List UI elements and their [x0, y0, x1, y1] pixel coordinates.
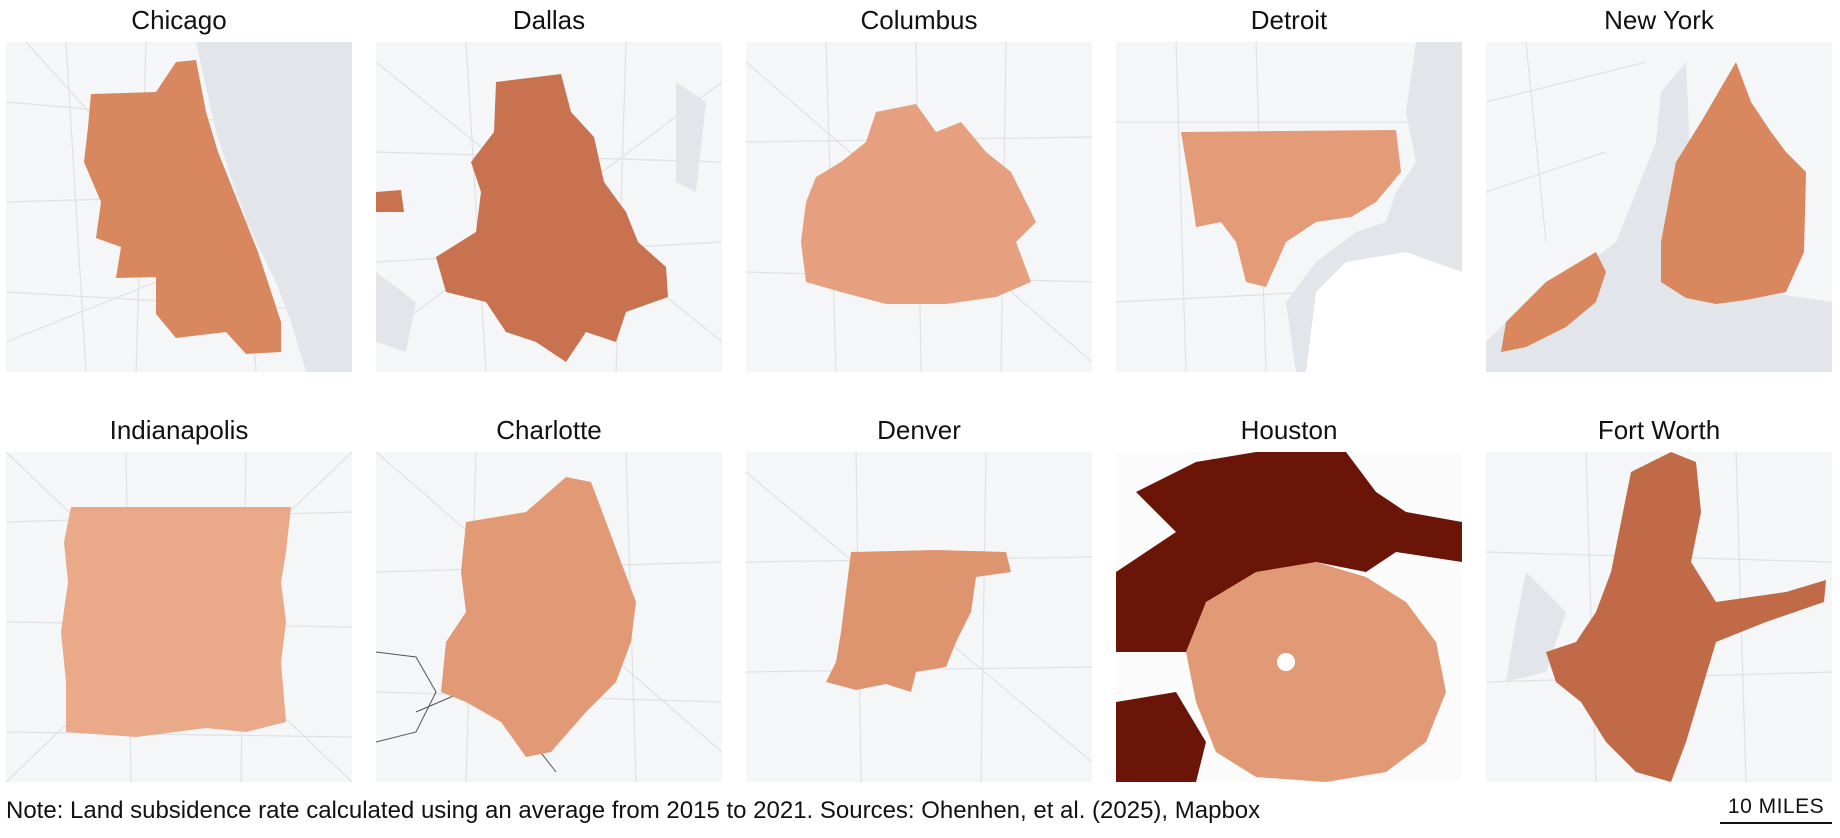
- lake-michigan: [196, 42, 352, 372]
- subsidence-area: [1186, 562, 1446, 782]
- map-graphic: [6, 42, 352, 372]
- map-graphic: [746, 42, 1092, 372]
- subsidence-area: [1661, 62, 1806, 304]
- footnote: Note: Land subsidence rate calculated us…: [6, 797, 1261, 824]
- map-graphic: [1486, 452, 1832, 782]
- city-map: [1116, 42, 1462, 372]
- city-title: Fort Worth: [1597, 415, 1721, 445]
- scale-label: 10 MILES: [1727, 795, 1825, 818]
- city-title: Indianapolis: [109, 415, 249, 445]
- map-graphic: [1116, 42, 1462, 372]
- map-graphic: [376, 452, 722, 782]
- subsidence-area: [61, 507, 291, 737]
- map-graphic: [1486, 42, 1832, 372]
- city-title: New York: [1604, 5, 1714, 35]
- city-title: Denver: [877, 415, 961, 445]
- subsidence-area: [801, 104, 1036, 304]
- scale-line: [1720, 822, 1832, 824]
- subsidence-area: [1546, 452, 1826, 782]
- city-title: Charlotte: [496, 415, 602, 445]
- city-map: [746, 452, 1092, 782]
- city-map: [1486, 452, 1832, 782]
- city-title: Chicago: [131, 5, 227, 35]
- map-graphic: [6, 452, 352, 782]
- scale-bar: 10 MILES: [1720, 794, 1832, 824]
- map-graphic: [746, 452, 1092, 782]
- city-title: Columbus: [860, 5, 978, 35]
- subsidence-area: [826, 550, 1011, 692]
- subsidence-area: [84, 60, 281, 354]
- city-map: [1116, 452, 1462, 782]
- city-title: Dallas: [512, 5, 586, 35]
- city-map: [376, 42, 722, 372]
- subsidence-area: [1181, 130, 1401, 287]
- high-subsidence-area: [1116, 452, 1462, 622]
- map-graphic: [376, 42, 722, 372]
- map-graphic: [1116, 452, 1462, 782]
- city-map: [376, 452, 722, 782]
- city-map: [1486, 42, 1832, 372]
- subsidence-area: [441, 477, 636, 757]
- city-title: Detroit: [1250, 5, 1328, 35]
- city-map: [6, 42, 352, 372]
- city-map: [6, 452, 352, 782]
- subsidence-area: [436, 74, 668, 362]
- city-title: Houston: [1240, 415, 1338, 445]
- city-map: [746, 42, 1092, 372]
